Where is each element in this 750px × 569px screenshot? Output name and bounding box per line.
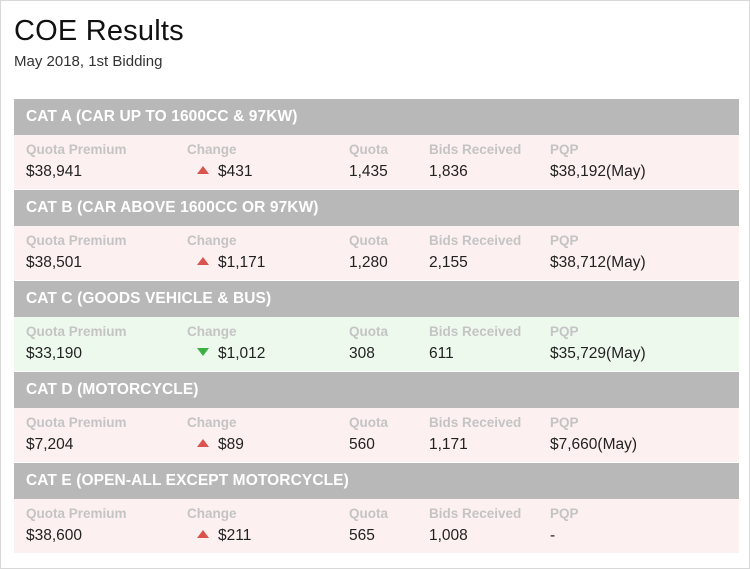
quota-premium-value: $38,941 bbox=[26, 163, 83, 180]
quota-value: 1,435 bbox=[349, 163, 388, 180]
quota-value: 1,280 bbox=[349, 254, 388, 271]
change-value-wrap: $1,012 bbox=[187, 345, 265, 363]
category-list: CAT A (CAR UP TO 1600CC & 97KW) Quota Pr… bbox=[14, 99, 739, 554]
quota-label: Quota bbox=[349, 415, 388, 430]
quota-value: 565 bbox=[349, 527, 375, 544]
change-value-wrap: $1,171 bbox=[187, 254, 265, 272]
bids-received-label: Bids Received bbox=[429, 324, 522, 339]
category-details: Quota Premium $38,501 Change $1,171 Quot… bbox=[14, 226, 739, 281]
quota-premium-label: Quota Premium bbox=[26, 506, 127, 521]
bids-received-value: 1,171 bbox=[429, 436, 468, 453]
bids-received-label: Bids Received bbox=[429, 506, 522, 521]
bids-received-label: Bids Received bbox=[429, 233, 522, 248]
category-details: Quota Premium $38,600 Change $211 Quota … bbox=[14, 499, 739, 554]
change-value: $1,171 bbox=[218, 254, 266, 271]
change-label: Change bbox=[187, 506, 237, 521]
change-value: $89 bbox=[218, 436, 244, 453]
pqp-label: PQP bbox=[550, 506, 579, 521]
change-label: Change bbox=[187, 233, 237, 248]
category-details: Quota Premium $33,190 Change $1,012 Quot… bbox=[14, 317, 739, 372]
arrow-up-icon bbox=[197, 166, 209, 174]
quota-premium-value: $33,190 bbox=[26, 345, 83, 362]
pqp-label: PQP bbox=[550, 233, 579, 248]
category-details: Quota Premium $38,941 Change $431 Quota … bbox=[14, 135, 739, 190]
arrow-up-icon bbox=[197, 530, 209, 538]
category-block: CAT C (GOODS VEHICLE & BUS) Quota Premiu… bbox=[14, 281, 739, 372]
pqp-value: $35,729(May) bbox=[550, 345, 646, 362]
category-header: CAT A (CAR UP TO 1600CC & 97KW) bbox=[14, 99, 739, 135]
category-block: CAT A (CAR UP TO 1600CC & 97KW) Quota Pr… bbox=[14, 99, 739, 190]
pqp-value: - bbox=[550, 527, 556, 544]
bids-received-label: Bids Received bbox=[429, 142, 522, 157]
pqp-value: $7,660(May) bbox=[550, 436, 638, 453]
pqp-value: $38,192(May) bbox=[550, 163, 646, 180]
category-block: CAT E (OPEN-ALL EXCEPT MOTORCYCLE) Quota… bbox=[14, 463, 739, 554]
category-header: CAT E (OPEN-ALL EXCEPT MOTORCYCLE) bbox=[14, 463, 739, 499]
quota-label: Quota bbox=[349, 324, 388, 339]
change-value: $1,012 bbox=[218, 345, 266, 362]
category-header: CAT C (GOODS VEHICLE & BUS) bbox=[14, 281, 739, 317]
category-block: CAT D (MOTORCYCLE) Quota Premium $7,204 … bbox=[14, 372, 739, 463]
quota-premium-label: Quota Premium bbox=[26, 324, 127, 339]
bids-received-value: 1,008 bbox=[429, 527, 468, 544]
page-title: COE Results bbox=[14, 15, 184, 47]
bids-received-value: 2,155 bbox=[429, 254, 468, 271]
quota-premium-value: $38,600 bbox=[26, 527, 83, 544]
category-block: CAT B (CAR ABOVE 1600CC OR 97KW) Quota P… bbox=[14, 190, 739, 281]
bids-received-label: Bids Received bbox=[429, 415, 522, 430]
quota-premium-label: Quota Premium bbox=[26, 142, 127, 157]
page-subtitle: May 2018, 1st Bidding bbox=[14, 53, 163, 70]
quota-value: 560 bbox=[349, 436, 375, 453]
quota-premium-label: Quota Premium bbox=[26, 415, 127, 430]
arrow-up-icon bbox=[197, 257, 209, 265]
category-header: CAT D (MOTORCYCLE) bbox=[14, 372, 739, 408]
quota-premium-value: $7,204 bbox=[26, 436, 74, 453]
category-details: Quota Premium $7,204 Change $89 Quota 56… bbox=[14, 408, 739, 463]
change-label: Change bbox=[187, 415, 237, 430]
change-label: Change bbox=[187, 142, 237, 157]
quota-label: Quota bbox=[349, 233, 388, 248]
bids-received-value: 611 bbox=[429, 345, 454, 362]
quota-label: Quota bbox=[349, 142, 388, 157]
arrow-down-icon bbox=[197, 348, 209, 356]
change-label: Change bbox=[187, 324, 237, 339]
arrow-up-icon bbox=[197, 439, 209, 447]
pqp-label: PQP bbox=[550, 415, 579, 430]
change-value: $431 bbox=[218, 163, 253, 180]
bids-received-value: 1,836 bbox=[429, 163, 468, 180]
change-value-wrap: $89 bbox=[187, 436, 244, 454]
quota-premium-value: $38,501 bbox=[26, 254, 83, 271]
quota-label: Quota bbox=[349, 506, 388, 521]
pqp-label: PQP bbox=[550, 142, 579, 157]
pqp-label: PQP bbox=[550, 324, 579, 339]
quota-premium-label: Quota Premium bbox=[26, 233, 127, 248]
pqp-value: $38,712(May) bbox=[550, 254, 646, 271]
change-value-wrap: $431 bbox=[187, 163, 252, 181]
change-value-wrap: $211 bbox=[187, 527, 251, 545]
change-value: $211 bbox=[218, 527, 252, 544]
category-header: CAT B (CAR ABOVE 1600CC OR 97KW) bbox=[14, 190, 739, 226]
quota-value: 308 bbox=[349, 345, 375, 362]
